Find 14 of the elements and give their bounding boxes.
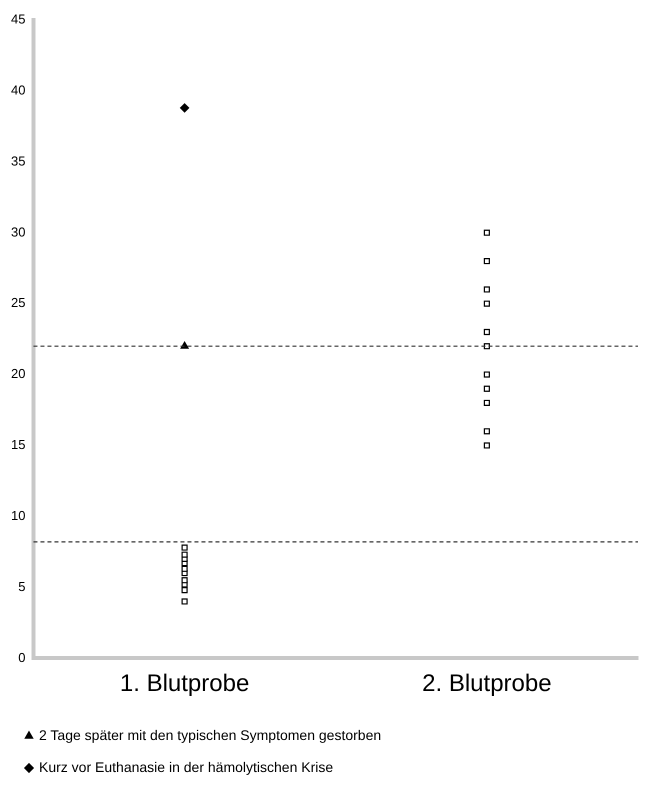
legend-label: 2 Tage später mit den typischen Symptomen gestorben	[39, 726, 382, 743]
y-tick-label: 25	[10, 295, 26, 310]
x-tick-label: 1. Blutprobe	[120, 670, 250, 698]
y-tick-label: 0	[18, 650, 26, 665]
legend-label: Kurz vor Euthanasie in der hämolytischen Krise	[39, 758, 334, 775]
y-tick-label: 40	[10, 82, 26, 98]
x-tick-label: 2. Blutprobe	[422, 670, 552, 698]
y-tick-label: 10	[10, 508, 26, 523]
y-tick-label: 15	[10, 437, 26, 452]
y-tick-label: 30	[10, 224, 26, 240]
y-tick-label: 35	[10, 153, 26, 168]
y-tick-label: 5	[18, 578, 26, 594]
y-tick-label: 45	[10, 12, 26, 27]
y-tick-label: 20	[10, 366, 26, 382]
